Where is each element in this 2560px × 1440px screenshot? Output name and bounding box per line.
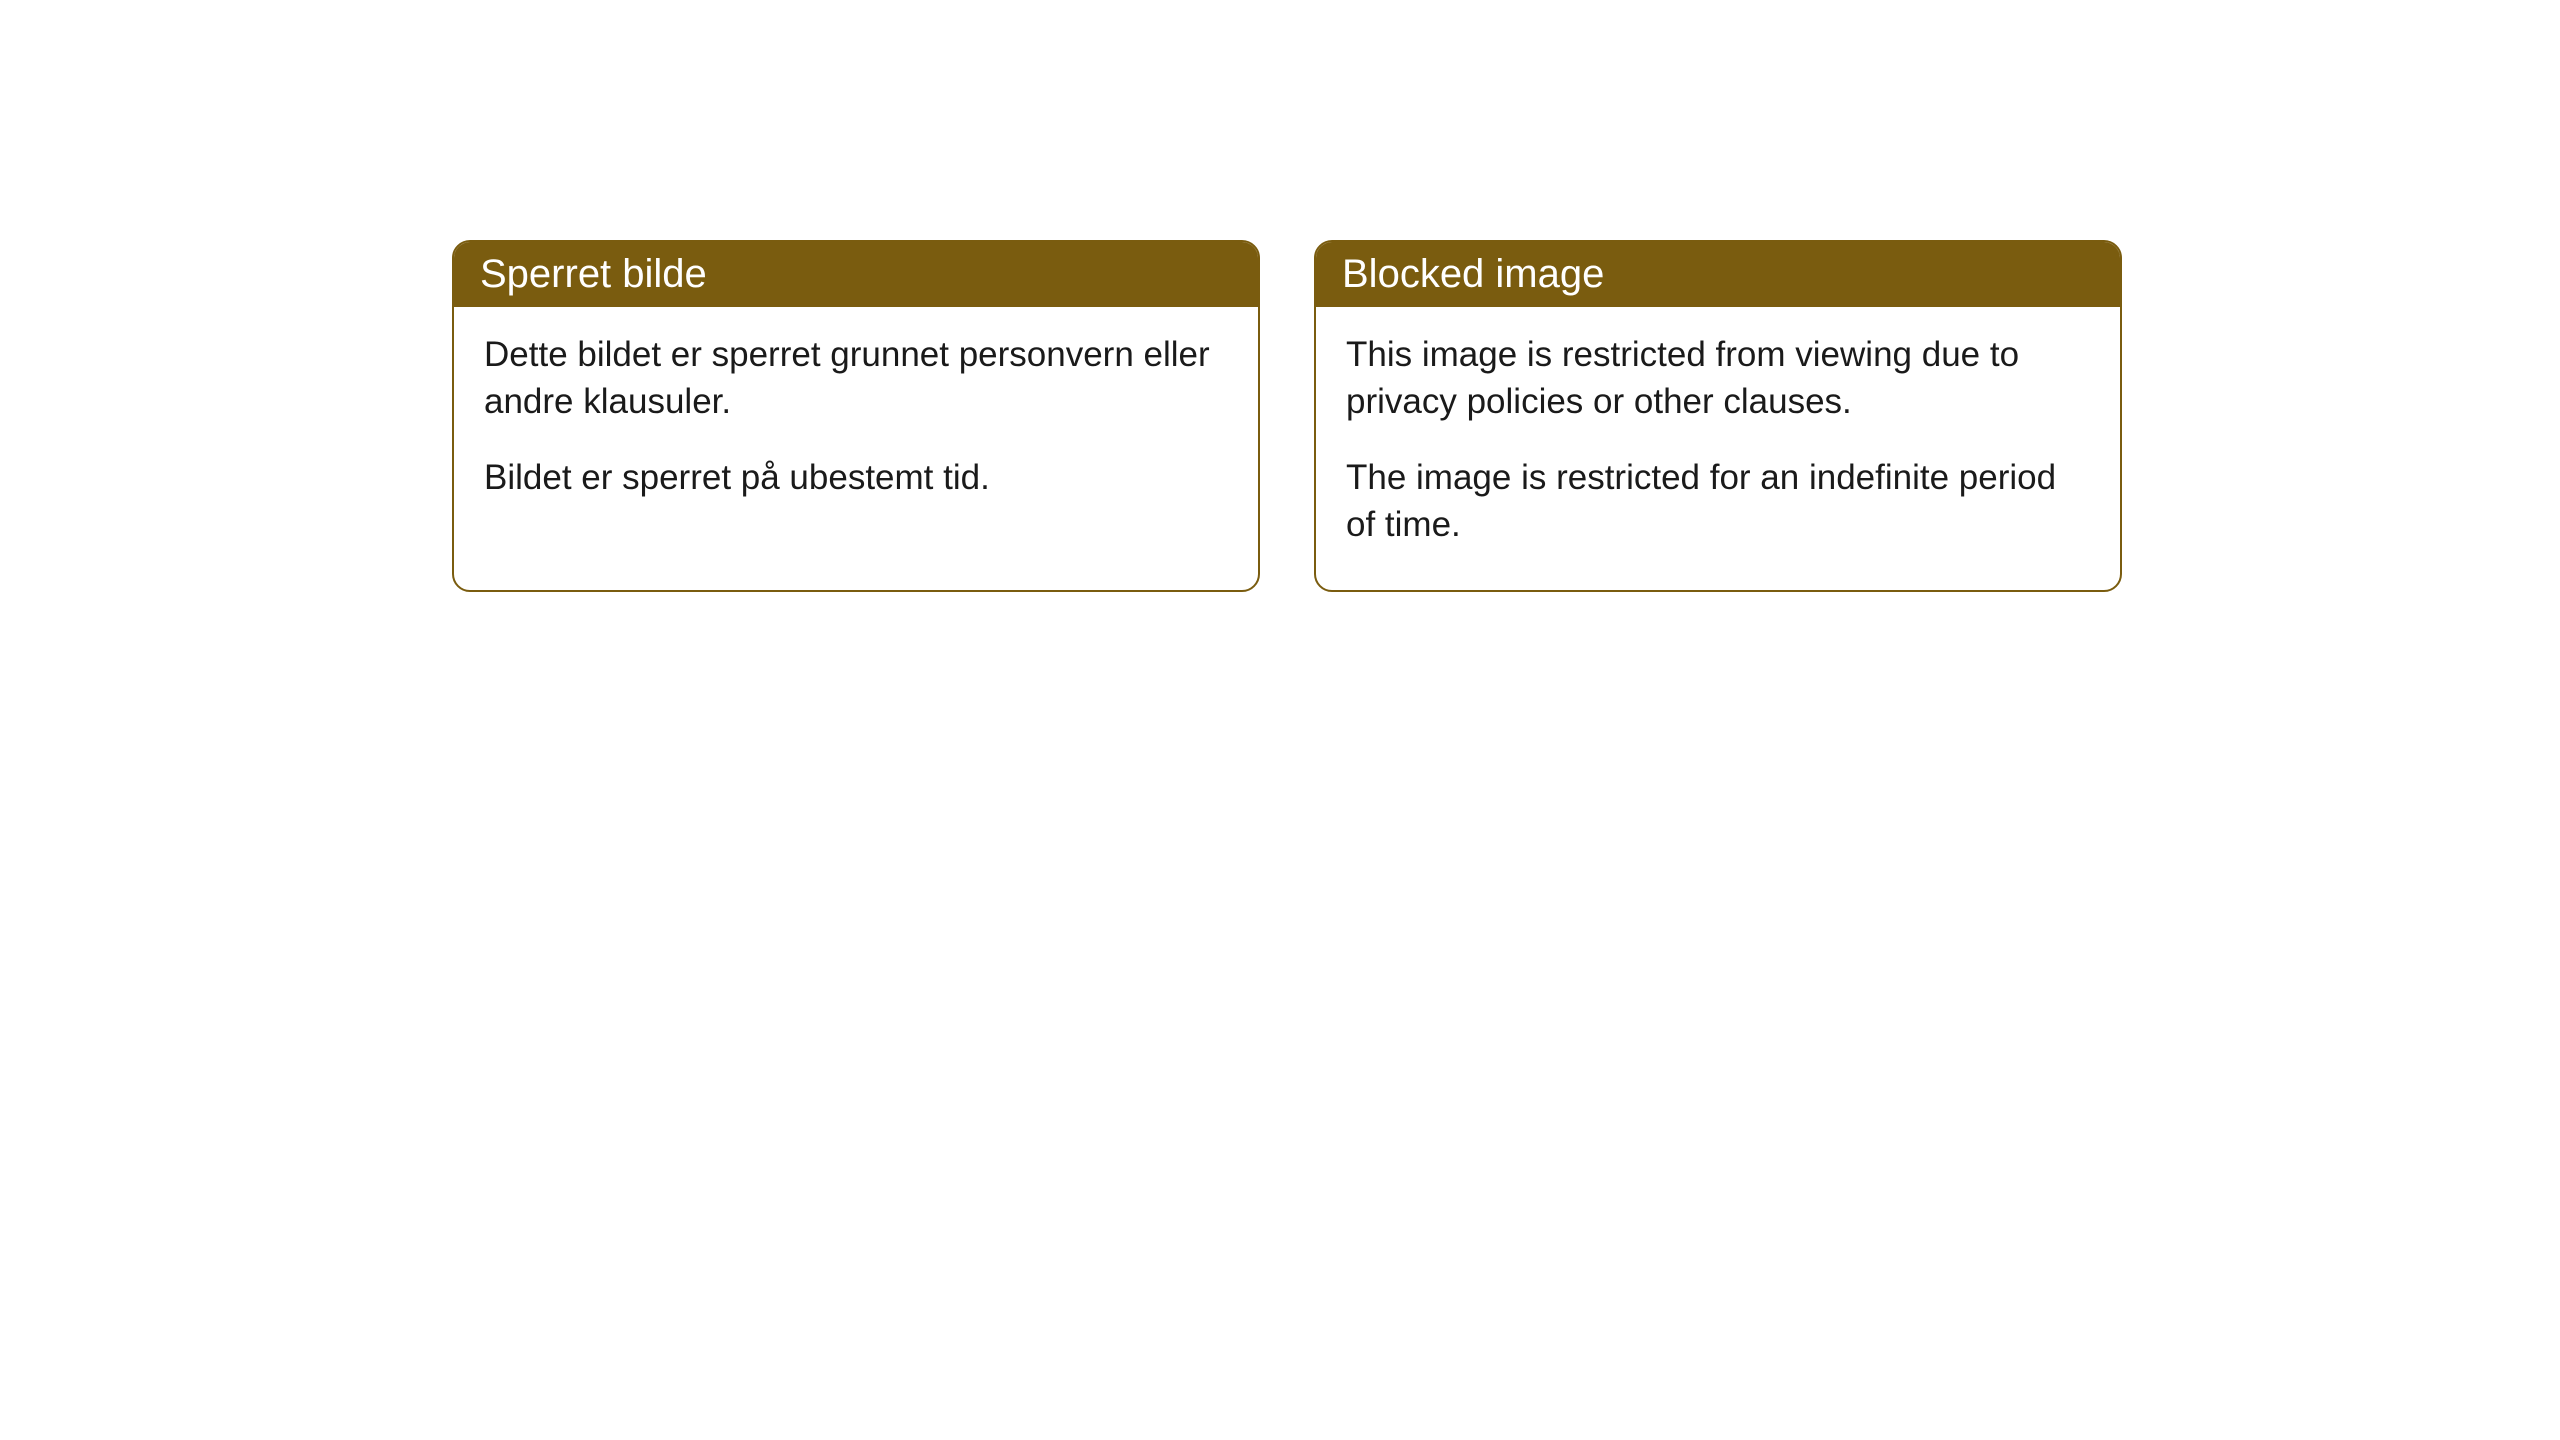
card-paragraph: The image is restricted for an indefinit… — [1346, 454, 2090, 549]
card-header: Blocked image — [1316, 242, 2120, 307]
card-body: Dette bildet er sperret grunnet personve… — [454, 307, 1258, 543]
card-paragraph: Dette bildet er sperret grunnet personve… — [484, 331, 1228, 426]
card-body: This image is restricted from viewing du… — [1316, 307, 2120, 590]
card-header: Sperret bilde — [454, 242, 1258, 307]
notice-cards-container: Sperret bilde Dette bildet er sperret gr… — [452, 240, 2560, 592]
notice-card-norwegian: Sperret bilde Dette bildet er sperret gr… — [452, 240, 1260, 592]
notice-card-english: Blocked image This image is restricted f… — [1314, 240, 2122, 592]
card-title: Sperret bilde — [480, 252, 707, 296]
card-paragraph: Bildet er sperret på ubestemt tid. — [484, 454, 1228, 501]
card-title: Blocked image — [1342, 252, 1604, 296]
card-paragraph: This image is restricted from viewing du… — [1346, 331, 2090, 426]
